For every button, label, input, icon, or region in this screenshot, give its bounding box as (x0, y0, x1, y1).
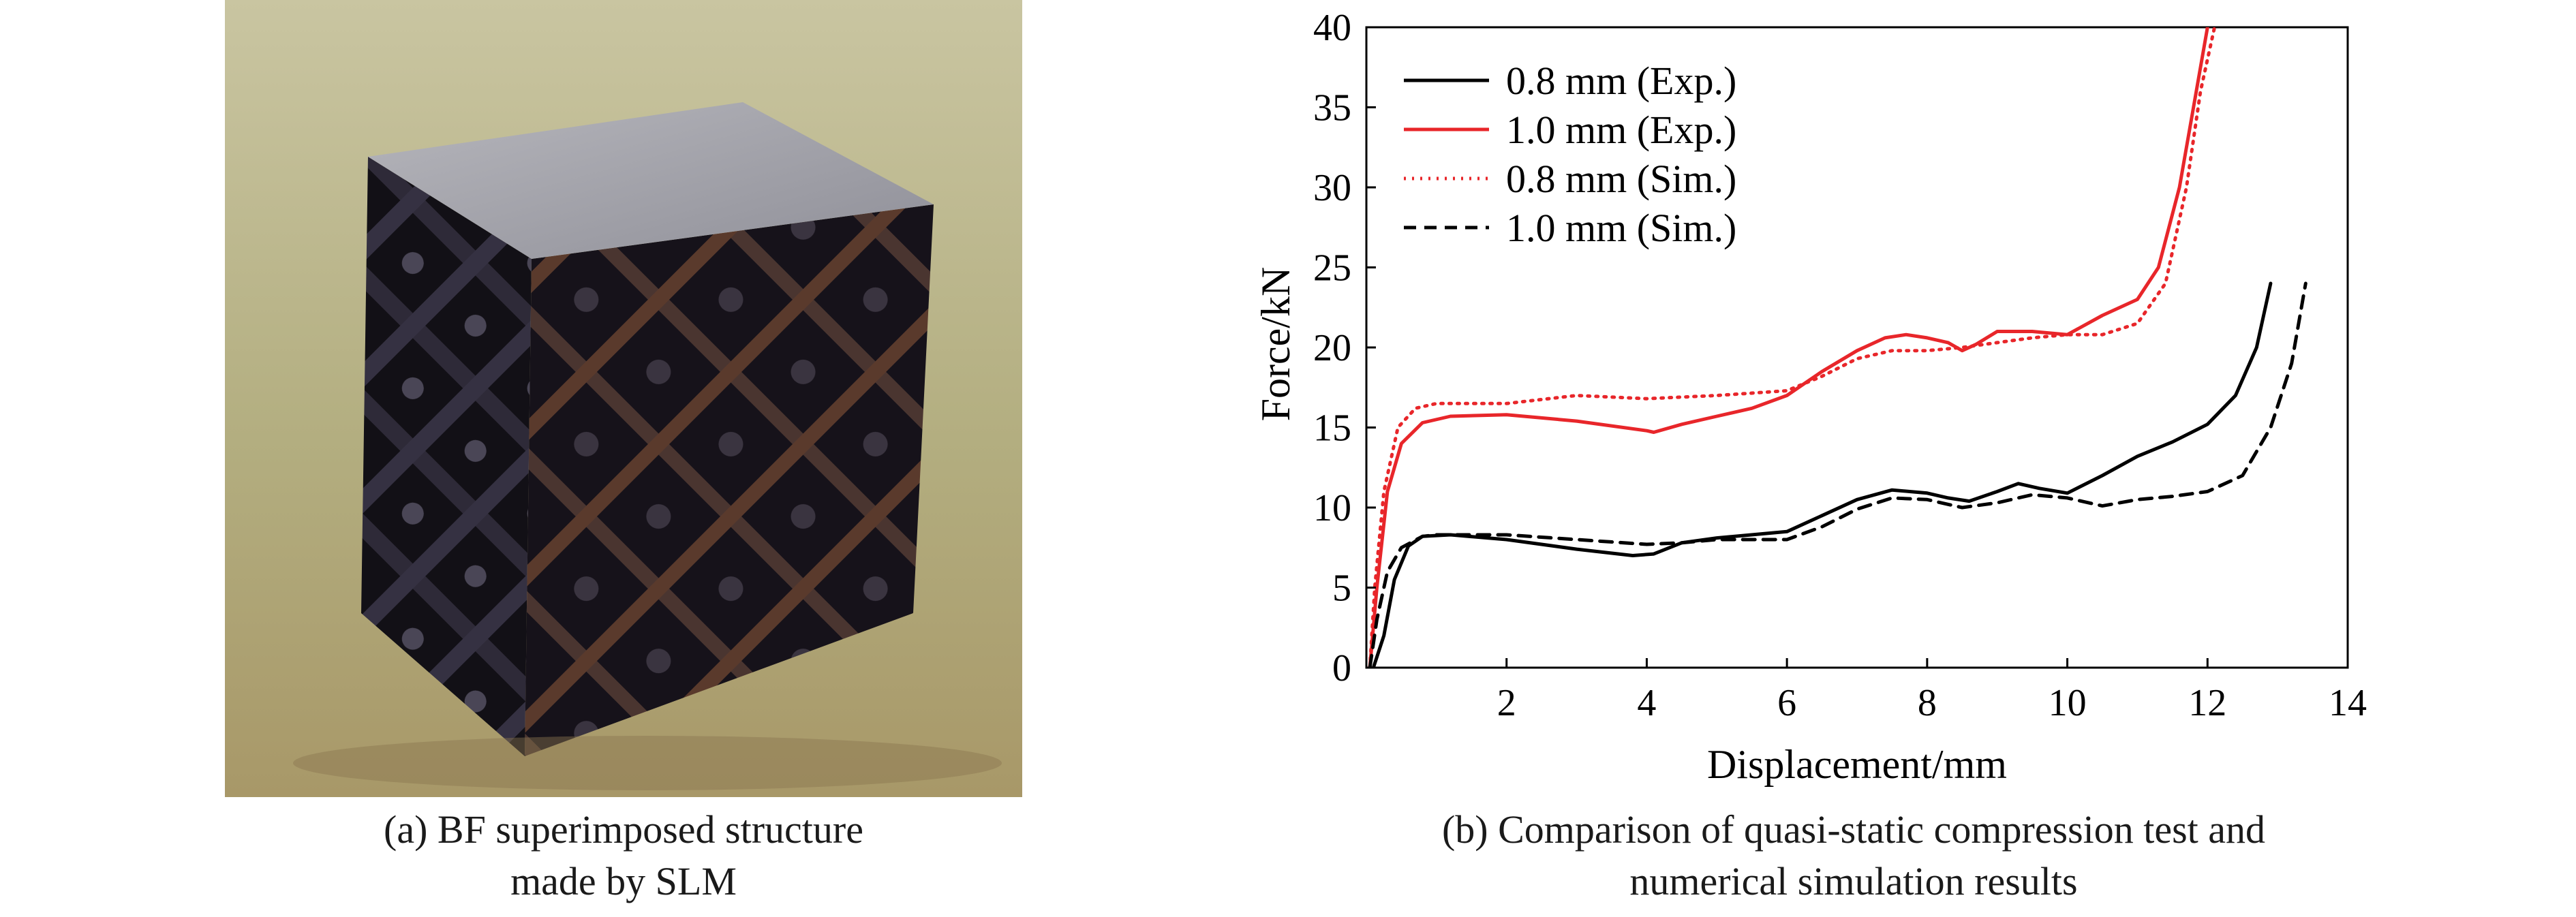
cube-top-face (368, 102, 934, 259)
legend-label-2: 1.0 mm (Exp.) (1506, 108, 1736, 152)
cube-right-face (525, 204, 934, 756)
caption-a-line2: made by SLM (510, 859, 737, 903)
y-tick-label: 20 (1313, 327, 1351, 369)
legend-label-3: 0.8 mm (Sim.) (1506, 157, 1736, 201)
caption-a: (a) BF superimposed structure made by SL… (225, 804, 1022, 907)
caption-a-line1: (a) BF superimposed structure (384, 807, 863, 852)
force-displacement-chart: 2 4 6 8 10 12 14 0 5 10 15 20 25 30 35 40 Displacement/… (1213, 0, 2385, 917)
series-line-2 (1368, 27, 2209, 668)
x-axis-title: Displacement/mm (1707, 742, 2007, 787)
cube-left-face (361, 157, 532, 756)
series-line-4 (1368, 281, 2307, 668)
series-line-1 (1371, 281, 2273, 668)
y-tick-label: 25 (1313, 247, 1351, 290)
lattice-cube-photo-svg (225, 0, 1022, 797)
series-line-3 (1368, 27, 2217, 668)
caption-b-line1: (b) Comparison of quasi-static compressi… (1441, 807, 2266, 852)
y-tick-label: 30 (1313, 167, 1351, 209)
legend-label-4: 1.0 mm (Sim.) (1506, 206, 1736, 250)
y-axis-title: Force/kN (1253, 267, 1298, 422)
x-tick-label: 12 (2188, 682, 2226, 724)
y-tick-label: 5 (1332, 568, 1351, 610)
cube-shadow (293, 736, 1002, 790)
ticks-layer: 2 4 6 8 10 12 14 0 5 10 15 20 25 30 35 40 (1313, 7, 2367, 724)
x-tick-label: 4 (1637, 682, 1656, 724)
y-tick-label: 10 (1313, 487, 1351, 529)
y-tick-label: 40 (1313, 7, 1351, 49)
chart-svg: 2 4 6 8 10 12 14 0 5 10 15 20 25 30 35 40 Displacement/… (1253, 7, 2367, 787)
x-tick-label: 2 (1497, 682, 1516, 724)
x-tick-label: 14 (2329, 682, 2367, 724)
caption-b: (b) Comparison of quasi-static compressi… (1308, 804, 2399, 907)
legend: 0.8 mm (Exp.) 1.0 mm (Exp.) 0.8 mm (Sim.) 1… (1404, 59, 1736, 250)
y-tick-label: 0 (1332, 647, 1351, 689)
caption-b-line2: numerical simulation results (1629, 859, 2078, 903)
legend-label-1: 0.8 mm (Exp.) (1506, 59, 1736, 103)
series-layer (1368, 27, 2307, 668)
x-tick-label: 8 (1918, 682, 1937, 724)
y-tick-label: 35 (1313, 87, 1351, 129)
y-tick-label: 15 (1313, 407, 1351, 450)
x-tick-label: 10 (2049, 682, 2087, 724)
x-tick-label: 6 (1777, 682, 1796, 724)
lattice-cube-photo (225, 0, 1022, 797)
